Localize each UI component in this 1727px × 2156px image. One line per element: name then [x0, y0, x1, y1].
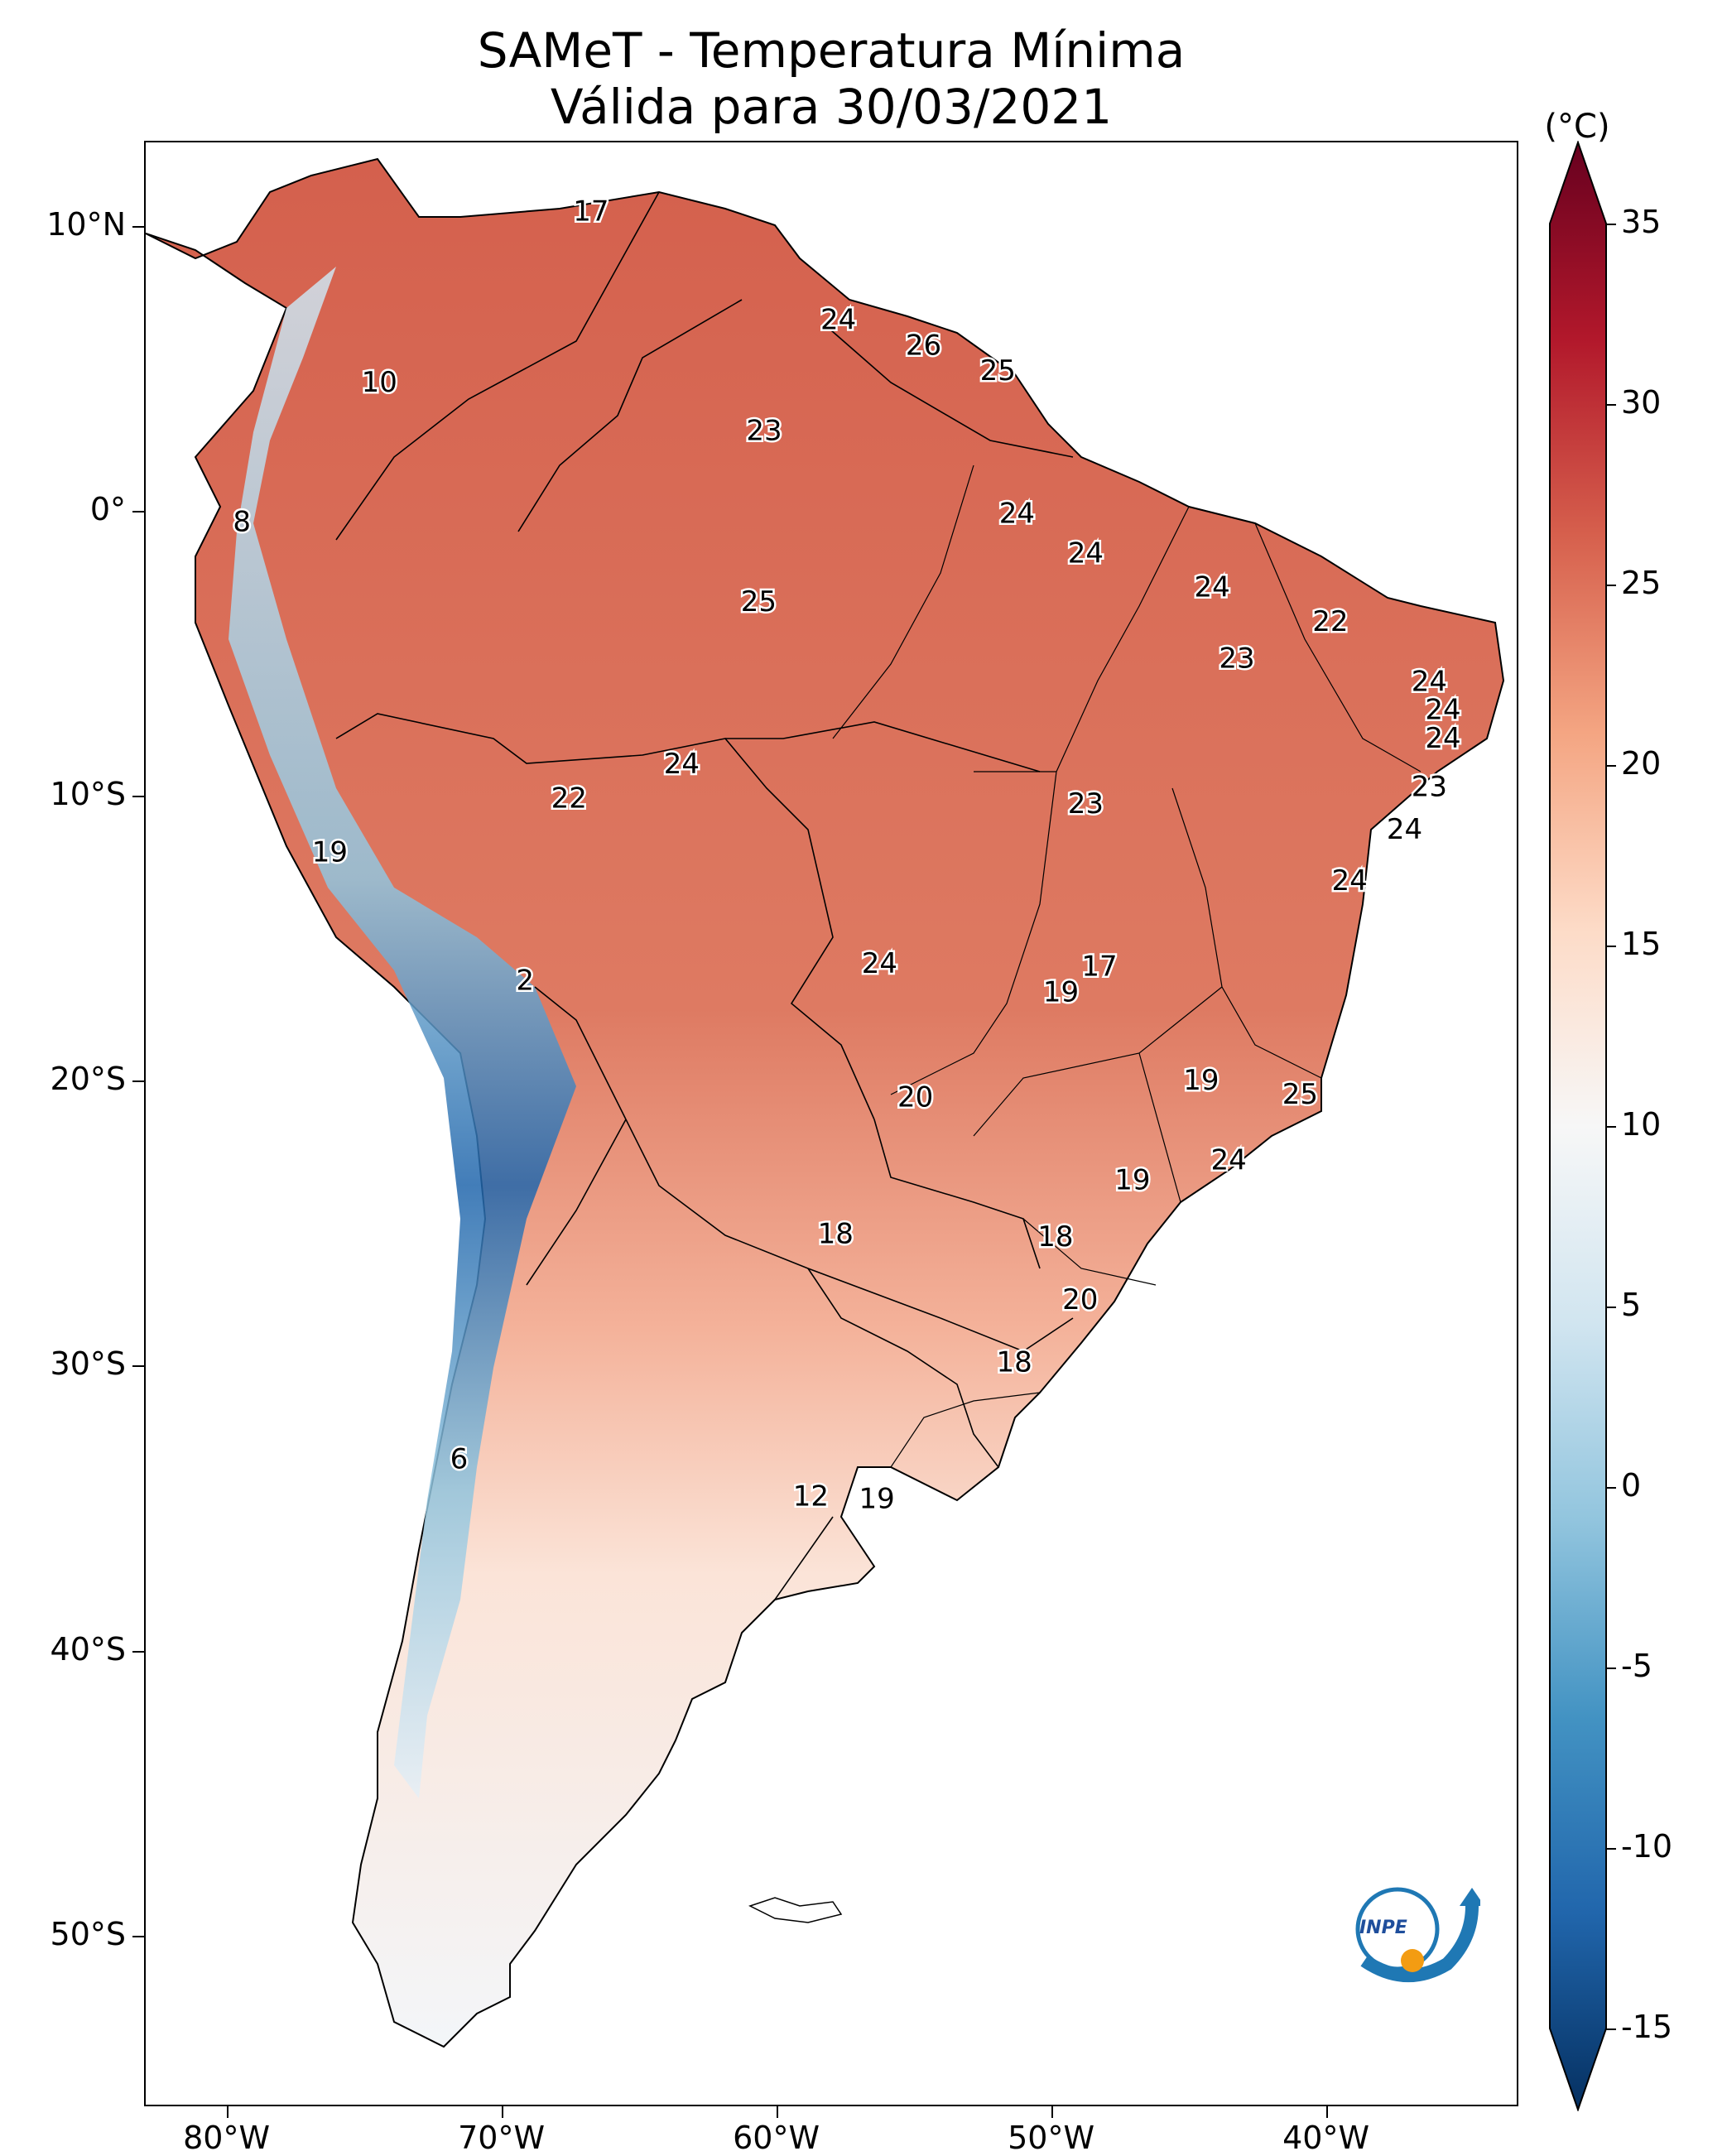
falkland-islands	[748, 1897, 843, 1923]
longitude-tick	[226, 2106, 229, 2118]
colorbar-tick	[1606, 404, 1616, 406]
colorbar-tick-label: 10	[1621, 1106, 1662, 1143]
colorbar-scale	[1549, 141, 1607, 2111]
temperature-label: 19	[1043, 975, 1079, 1008]
temperature-label: 24	[999, 497, 1035, 530]
temperature-label: 24	[1387, 813, 1422, 846]
temperature-label: 6	[450, 1443, 469, 1476]
latitude-tick	[132, 511, 144, 513]
latitude-tick	[132, 1935, 144, 1937]
colorbar-tick	[1606, 1487, 1616, 1489]
inpe-logo-text: INPE	[1359, 1918, 1407, 1938]
longitude-tick-label: 60°W	[733, 2120, 820, 2156]
colorbar-tick-label: 15	[1621, 926, 1662, 962]
temperature-label: 23	[1219, 642, 1254, 676]
longitude-tick-label: 40°W	[1282, 2120, 1370, 2156]
temperature-label: 10	[362, 366, 397, 399]
latitude-tick-label: 40°S	[50, 1630, 126, 1668]
longitude-tick-label: 70°W	[458, 2120, 546, 2156]
temperature-label: 2	[516, 965, 534, 998]
colorbar-tick-label: 25	[1621, 565, 1662, 601]
colorbar-tick-label: 5	[1621, 1287, 1642, 1323]
colorbar-unit: (°C)	[1544, 108, 1610, 146]
temperature-label: 19	[312, 836, 348, 869]
temperature-label: 25	[741, 585, 777, 618]
temperature-label: 24	[1425, 722, 1460, 755]
colorbar-tick	[1606, 2028, 1616, 2030]
colorbar-tick	[1606, 1848, 1616, 1850]
longitude-tick	[776, 2106, 778, 2118]
longitude-tick	[501, 2106, 503, 2118]
latitude-tick	[132, 1650, 144, 1653]
temperature-label: 24	[1195, 571, 1230, 604]
latitude-tick	[132, 1080, 144, 1083]
temperature-label: 25	[1282, 1078, 1318, 1111]
latitude-tick-label: 30°S	[50, 1345, 126, 1383]
temperature-label: 24	[1068, 537, 1104, 570]
latitude-tick-label: 20°S	[50, 1061, 126, 1098]
colorbar-tick-label: -10	[1621, 1828, 1673, 1865]
colorbar-tick-label: -15	[1621, 2009, 1673, 2045]
temperature-label: 24	[1425, 694, 1460, 727]
temperature-label: 24	[1332, 864, 1368, 898]
temperature-label: 18	[996, 1346, 1032, 1379]
longitude-tick	[1325, 2106, 1328, 2118]
temperature-label: 22	[1312, 605, 1348, 638]
colorbar-tick	[1606, 585, 1616, 586]
colorbar-tick	[1606, 765, 1616, 767]
temperature-label: 18	[818, 1218, 854, 1251]
temperature-label: 24	[820, 303, 856, 336]
latitude-tick-label: 10°N	[46, 206, 126, 243]
colorbar-tick	[1606, 224, 1616, 225]
map-subtitle: Válida para 30/03/2021	[550, 79, 1113, 135]
temperature-label: 24	[862, 947, 897, 980]
temperature-label: 17	[573, 195, 609, 229]
state-borders	[832, 464, 1422, 1468]
latitude-tick	[132, 1365, 144, 1368]
andes-cold-band	[229, 267, 576, 1798]
colorbar-tick	[1606, 1307, 1616, 1308]
temperature-label: 24	[1412, 665, 1447, 698]
temperature-label: 20	[1062, 1283, 1098, 1316]
colorbar-tick-label: -5	[1621, 1648, 1652, 1684]
colorbar-tick	[1606, 1668, 1616, 1669]
temperature-label: 20	[897, 1081, 933, 1114]
temperature-label: 19	[1183, 1064, 1219, 1097]
latitude-tick-label: 50°S	[50, 1915, 126, 1952]
temperature-label: 23	[746, 414, 782, 447]
longitude-tick	[1051, 2106, 1053, 2118]
colorbar-tick-label: 35	[1621, 204, 1662, 240]
country-borders	[335, 191, 1074, 1634]
temperature-label: 25	[980, 354, 1016, 387]
temperature-label: 23	[1068, 787, 1104, 821]
colorbar-tick-label: 0	[1621, 1467, 1642, 1504]
colorbar-tick-label: 20	[1621, 745, 1662, 782]
latitude-tick	[132, 226, 144, 229]
temperature-label: 24	[664, 748, 700, 781]
temperature-label: 26	[906, 329, 941, 362]
temperature-label: 19	[859, 1483, 894, 1516]
temperature-label: 23	[1412, 771, 1447, 804]
temperature-label: 19	[1114, 1163, 1150, 1196]
inpe-logo-mark	[1355, 1887, 1480, 1983]
longitude-tick-label: 80°W	[183, 2120, 271, 2156]
colorbar-tick-label: 30	[1621, 384, 1662, 421]
colorbar-tick	[1606, 946, 1616, 947]
latitude-tick	[132, 796, 144, 798]
temperature-label: 12	[793, 1480, 829, 1513]
temperature-label: 24	[1210, 1143, 1246, 1177]
latitude-tick-label: 10°S	[50, 776, 126, 813]
inpe-logo: INPE	[1348, 1881, 1480, 1989]
map-area: 17 24 26 25 10 23 8 24 24 24 25 22 23 24 24 24 24 23 22 23 2…	[144, 141, 1518, 2106]
temperature-label: 18	[1037, 1220, 1073, 1254]
longitude-tick-label: 50°W	[1008, 2120, 1095, 2156]
colorbar-tick	[1606, 1126, 1616, 1128]
temperature-label: 22	[551, 782, 587, 815]
map-title: SAMeT - Temperatura Mínima	[477, 22, 1186, 79]
latitude-tick-label: 0°	[89, 491, 126, 528]
temperature-label: 17	[1081, 950, 1117, 983]
temperature-label: 8	[233, 506, 251, 539]
